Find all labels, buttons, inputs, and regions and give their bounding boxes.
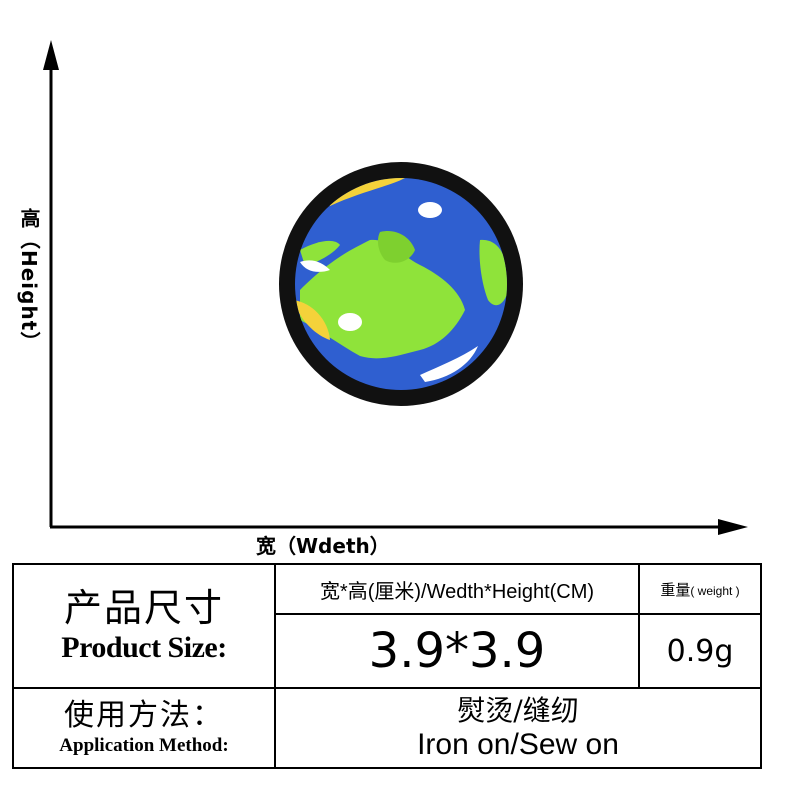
weight-header-cn: 重量	[660, 581, 691, 599]
application-method-cell: 使用方法： Application Method:	[12, 687, 276, 769]
spec-table: 产品尺寸 Product Size: 宽*高(厘米)/Wedth*Height(…	[12, 563, 762, 769]
size-header: 宽*高(厘米)/Wedth*Height(CM)	[274, 563, 640, 615]
method-value-cell: 熨烫/缝纫 Iron on/Sew on	[274, 687, 762, 769]
earth-patch-icon	[279, 162, 523, 406]
method-title-cn: 使用方法：	[64, 698, 224, 733]
height-label-cn: 高	[17, 208, 41, 229]
weight-header: 重量( weight )	[638, 563, 762, 615]
height-arrow-icon	[43, 40, 59, 70]
product-size-title-en: Product Size:	[61, 631, 227, 664]
dimension-diagram	[43, 40, 748, 535]
weight-header-en: ( weight )	[690, 583, 740, 598]
product-size-cell: 产品尺寸 Product Size:	[12, 563, 276, 689]
width-label: 宽（Wdeth）	[256, 534, 390, 558]
height-label-en: （Height）	[17, 229, 41, 353]
method-title-en: Application Method:	[59, 735, 229, 756]
method-value-cn: 熨烫/缝纫	[457, 694, 579, 727]
method-value-en: Iron on/Sew on	[417, 728, 619, 761]
weight-value: 0.9g	[638, 613, 762, 689]
product-size-title-cn: 产品尺寸	[63, 586, 224, 630]
width-arrow-icon	[718, 519, 748, 535]
size-value: 3.9*3.9	[274, 613, 640, 689]
height-label: 高（Height）	[17, 208, 44, 353]
